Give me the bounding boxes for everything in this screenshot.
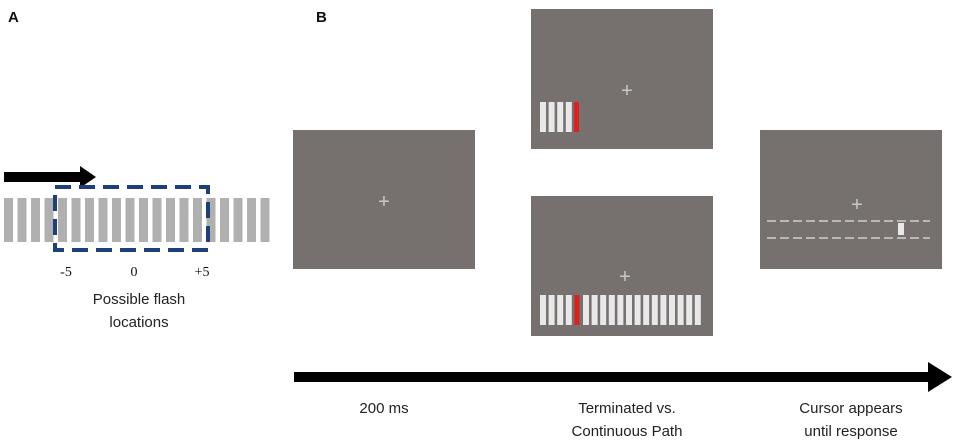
panel-a: -5 0 +5 Possible flash locations — [4, 166, 270, 331]
path-bar — [557, 295, 564, 325]
timeline-arrow — [294, 362, 952, 392]
path-bar — [540, 102, 546, 132]
location-bar — [166, 198, 175, 242]
location-bar — [260, 198, 270, 242]
stage-label-path-line2: Continuous Path — [572, 423, 683, 440]
path-bar — [540, 295, 546, 325]
location-bar — [247, 198, 256, 242]
path-bar — [548, 102, 555, 132]
panel-b-label: B — [316, 9, 327, 26]
possible-flash-box — [53, 185, 210, 252]
location-bar — [206, 198, 216, 242]
path-bar — [677, 295, 684, 325]
location-bar — [31, 198, 40, 242]
tick-label-zero: 0 — [131, 265, 138, 280]
response-cursor — [898, 223, 904, 235]
path-bar — [565, 102, 572, 132]
location-bar — [125, 198, 135, 242]
path-bar — [651, 295, 658, 325]
path-bar — [565, 295, 572, 325]
fixation-cross: + — [378, 191, 390, 213]
location-bar — [193, 198, 202, 242]
path-bar — [660, 295, 667, 325]
location-bar — [98, 198, 108, 242]
location-bar — [179, 198, 189, 242]
location-bar — [139, 198, 148, 242]
location-bar — [220, 198, 229, 242]
continuous-path-screen: + — [531, 196, 713, 336]
fixation-cross: + — [851, 194, 863, 216]
location-bar — [58, 198, 67, 242]
tick-label-minus5: -5 — [60, 265, 72, 280]
location-bar — [4, 198, 13, 242]
panel-a-caption-line1: Possible flash — [93, 291, 186, 308]
path-bar — [694, 295, 701, 325]
stage-label-response-line1: Cursor appears — [799, 400, 902, 417]
location-bar — [17, 198, 27, 242]
flash-bar — [574, 295, 580, 325]
response-screen: + — [760, 130, 942, 269]
path-bar — [626, 295, 632, 325]
motion-direction-arrow — [4, 166, 96, 188]
location-bar — [233, 198, 243, 242]
path-bar — [557, 102, 564, 132]
stage-label-path-line1: Terminated vs. — [578, 400, 676, 417]
location-bar — [44, 198, 54, 242]
flash-location-bars — [4, 198, 270, 242]
path-bar — [608, 295, 615, 325]
location-bar — [85, 198, 94, 242]
path-bar — [600, 295, 607, 325]
path-bar — [686, 295, 693, 325]
tick-label-plus5: +5 — [195, 265, 210, 280]
location-bar — [112, 198, 121, 242]
path-bar — [634, 295, 641, 325]
path-bar — [583, 295, 589, 325]
path-bar — [617, 295, 624, 325]
fixation-cross: + — [621, 80, 633, 102]
panel-a-caption-line2: locations — [109, 314, 168, 331]
terminated-bars — [540, 102, 579, 132]
location-bar — [71, 198, 81, 242]
stage-label-fixation: 200 ms — [359, 400, 408, 417]
fixation-cross: + — [619, 266, 631, 288]
path-bar — [643, 295, 650, 325]
continuous-bars — [540, 295, 701, 325]
path-bar — [669, 295, 675, 325]
fixation-screen: + — [293, 130, 475, 269]
path-bar — [548, 295, 555, 325]
location-bar — [152, 198, 162, 242]
panel-a-label: A — [8, 9, 19, 26]
flash-bar — [574, 102, 579, 132]
stage-label-response-line2: until response — [804, 423, 897, 440]
terminated-path-screen: + — [531, 9, 713, 149]
path-bar — [591, 295, 598, 325]
